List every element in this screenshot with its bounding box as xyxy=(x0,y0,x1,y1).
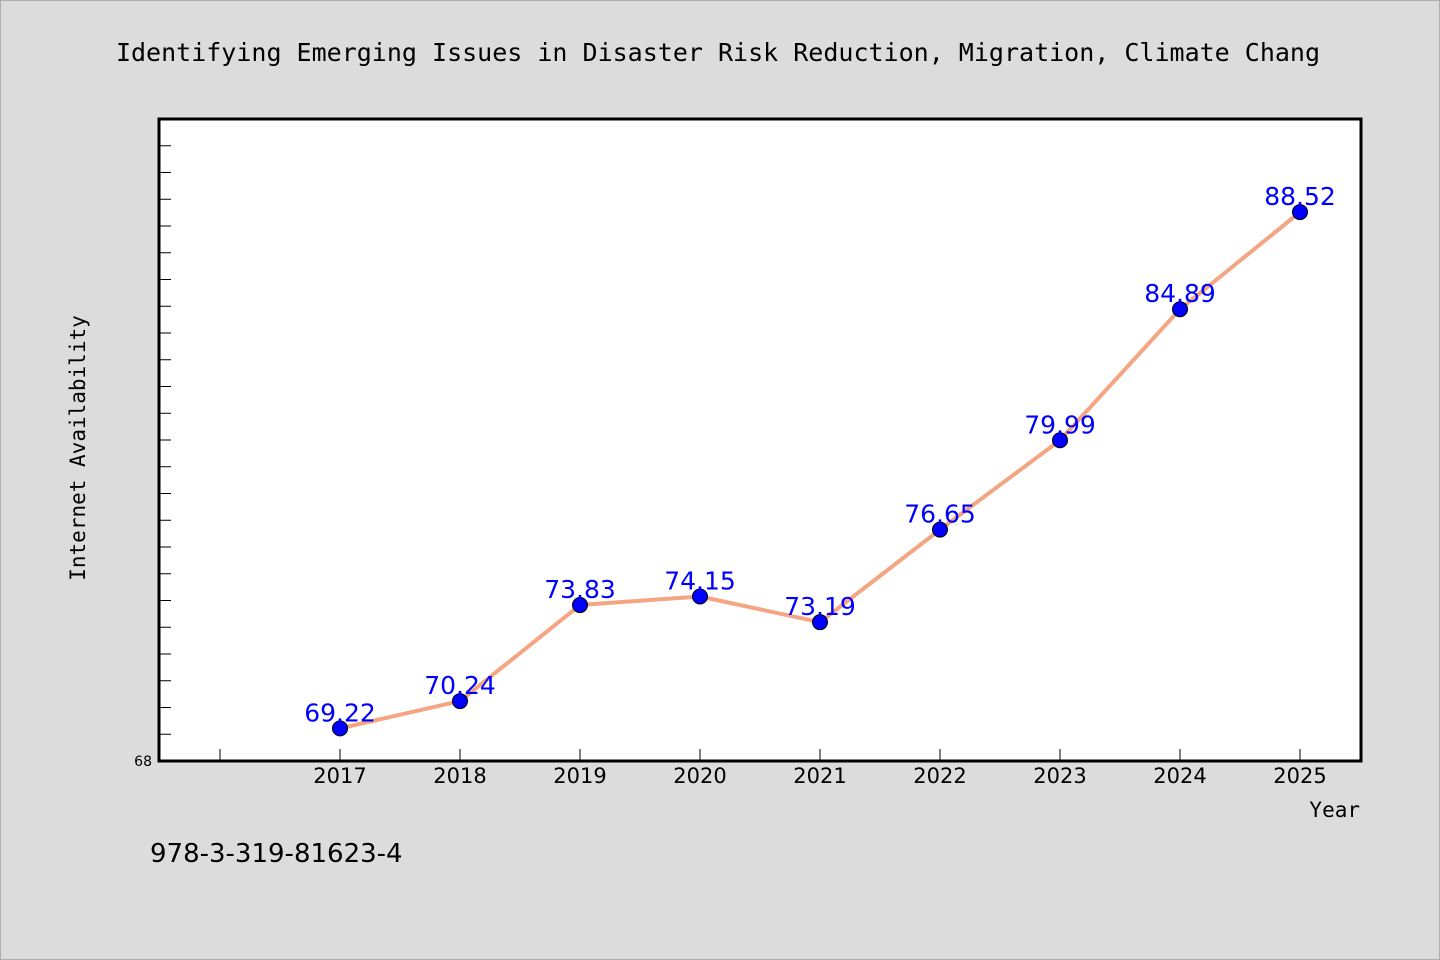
x-tick-label-2021: 2021 xyxy=(793,764,846,788)
data-label-2019: 73.83 xyxy=(544,575,616,604)
data-label-2021: 73.19 xyxy=(784,592,856,621)
x-tick-label-2017: 2017 xyxy=(313,764,366,788)
data-label-2018: 70.24 xyxy=(424,671,496,700)
data-point-2018 xyxy=(452,693,468,710)
data-point-2024 xyxy=(1172,301,1188,318)
chart-title: Identifying Emerging Issues in Disaster … xyxy=(116,38,1320,67)
x-tick-label-2020: 2020 xyxy=(673,764,726,788)
x-tick-label-2018: 2018 xyxy=(433,764,486,788)
y-axis-ticks xyxy=(159,118,171,762)
x-tick-label-2024: 2024 xyxy=(1153,764,1206,788)
data-point-2021 xyxy=(812,614,828,631)
data-point-2020 xyxy=(692,588,708,605)
data-label-2020: 74.15 xyxy=(664,566,736,595)
data-point-2023 xyxy=(1052,432,1068,449)
data-label-2024: 84.89 xyxy=(1144,279,1216,308)
x-tick-label-2023: 2023 xyxy=(1033,764,1086,788)
plot-area xyxy=(157,117,1363,763)
data-label-2025: 88.52 xyxy=(1264,182,1336,211)
y-axis-label: Internet Availability xyxy=(66,315,90,581)
data-label-2017: 69.22 xyxy=(304,698,376,727)
x-axis-label: Year xyxy=(1309,798,1360,822)
data-point-2022 xyxy=(932,521,948,538)
data-label-2023: 79.99 xyxy=(1024,410,1096,439)
data-label-2022: 76.65 xyxy=(904,500,976,529)
data-point-2025 xyxy=(1292,204,1308,221)
y-tick-label-68: 68 xyxy=(134,754,152,770)
x-tick-label-2019: 2019 xyxy=(553,764,606,788)
x-axis-ticks: 2017 2018 2019 2020 2021 2022 2023 2024 2025 xyxy=(219,749,1327,788)
isbn-text: 978-3-319-81623-4 xyxy=(150,839,403,869)
data-labels-group: 69.22 70.24 73.83 74.15 73.19 76.65 79.99 84.89… xyxy=(304,182,1336,727)
data-point-2017 xyxy=(332,720,348,737)
data-point-2019 xyxy=(572,597,588,614)
x-tick-label-2022: 2022 xyxy=(913,764,966,788)
series-line-group xyxy=(332,204,1308,737)
x-tick-label-2025: 2025 xyxy=(1273,764,1326,788)
